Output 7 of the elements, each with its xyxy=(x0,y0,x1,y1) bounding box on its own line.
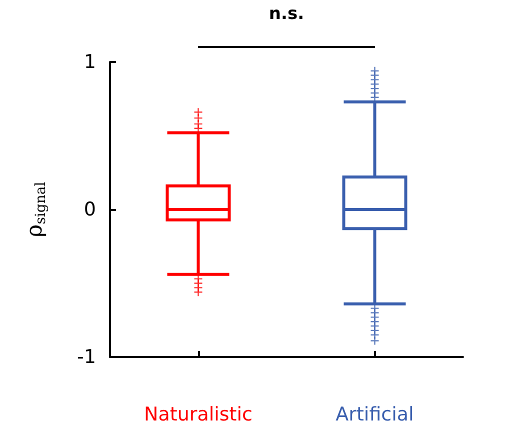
y-tick-label: -1 xyxy=(77,346,96,368)
x-tick-label: Naturalistic xyxy=(144,404,252,426)
y-tick-label: 0 xyxy=(84,198,96,220)
text: n.s. xyxy=(268,4,304,24)
y-axis-title: ρsignal xyxy=(22,181,49,238)
y-tick-label: 1 xyxy=(84,51,96,73)
x-tick-label: Artificial xyxy=(336,404,414,426)
